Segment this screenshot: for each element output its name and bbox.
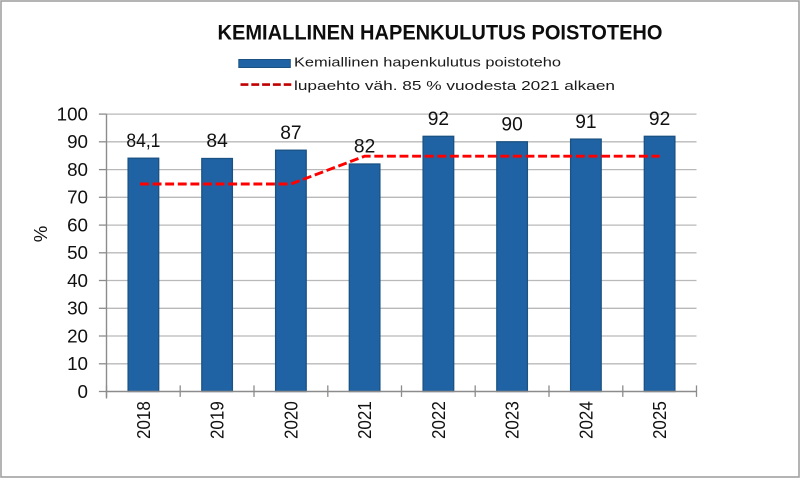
svg-text:40: 40 (67, 270, 88, 291)
svg-text:87: 87 (280, 123, 301, 144)
svg-text:70: 70 (67, 187, 88, 208)
svg-text:60: 60 (67, 215, 88, 236)
svg-text:80: 80 (67, 159, 88, 180)
svg-text:2020: 2020 (280, 401, 301, 439)
svg-text:82: 82 (354, 137, 375, 158)
svg-text:2024: 2024 (575, 401, 596, 439)
svg-text:10: 10 (67, 353, 88, 374)
svg-text:90: 90 (67, 131, 88, 152)
svg-text:100: 100 (57, 104, 88, 125)
svg-text:50: 50 (67, 242, 88, 263)
svg-text:lupaehto väh. 85 % vuodesta 20: lupaehto väh. 85 % vuodesta 2021 alkaen (294, 78, 615, 93)
svg-text:2022: 2022 (428, 401, 449, 439)
svg-text:30: 30 (67, 298, 88, 319)
svg-text:2021: 2021 (354, 401, 375, 439)
svg-text:2019: 2019 (207, 401, 228, 439)
svg-text:20: 20 (67, 325, 88, 346)
svg-text:0: 0 (78, 381, 88, 402)
svg-text:91: 91 (575, 112, 596, 133)
svg-text:2025: 2025 (649, 401, 670, 439)
svg-text:2018: 2018 (133, 401, 154, 439)
svg-text:92: 92 (428, 109, 449, 130)
svg-text:92: 92 (649, 109, 670, 130)
svg-text:84: 84 (206, 131, 228, 152)
svg-text:KEMIALLINEN HAPENKULUTUS POIST: KEMIALLINEN HAPENKULUTUS POISTOTEHO (218, 21, 663, 45)
svg-text:90: 90 (501, 115, 522, 136)
svg-text:84,1: 84,1 (126, 131, 160, 152)
svg-text:Kemiallinen hapenkulutus poist: Kemiallinen hapenkulutus poistoteho (294, 55, 561, 70)
svg-text:2023: 2023 (502, 401, 523, 439)
svg-text:%: % (30, 226, 51, 243)
